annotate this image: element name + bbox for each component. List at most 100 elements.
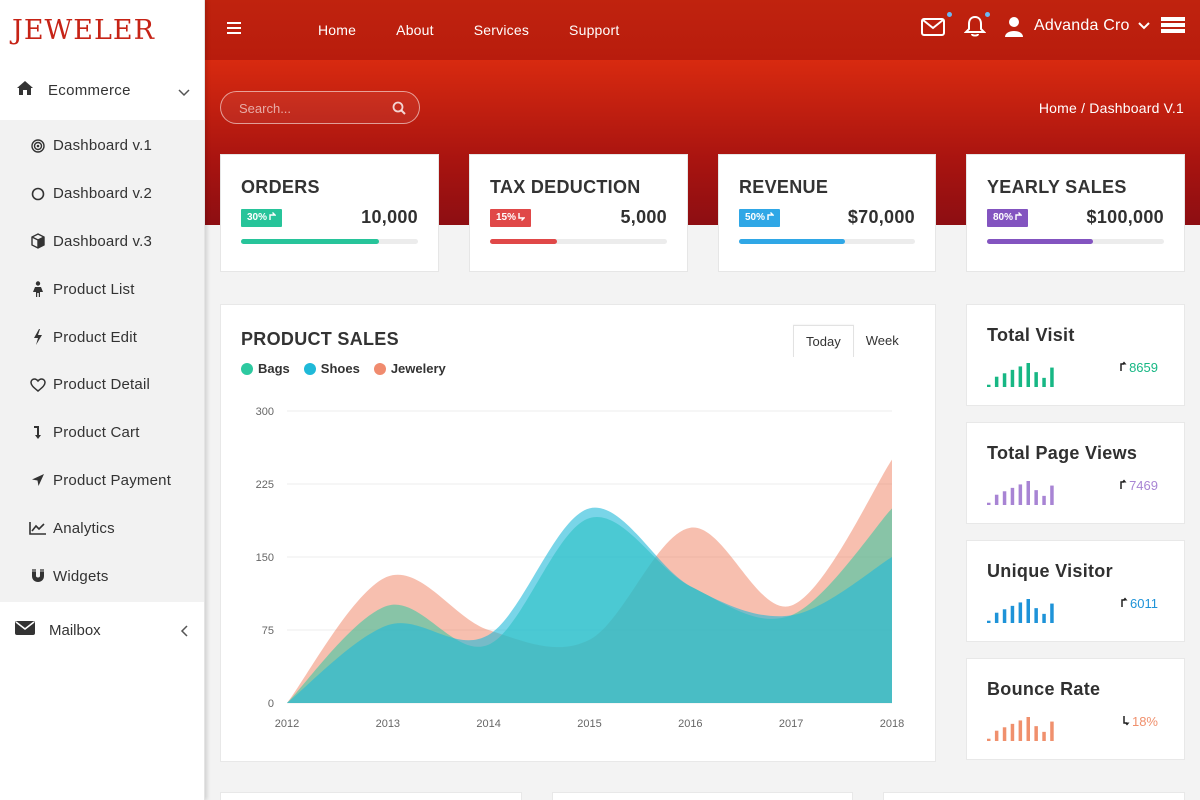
list-menu-icon[interactable] [1161,17,1185,40]
search-input[interactable] [239,99,379,117]
y-tick-label: 300 [256,406,274,418]
hamburger-menu-icon[interactable] [227,22,241,36]
mini-card-title: Total Page Views [987,443,1138,463]
legend-swatch [373,362,386,375]
spark-bar [1026,363,1030,387]
sidebar-item-label: Mailbox [49,622,101,640]
sidebar-submenu: Dashboard v.1 Dashboard v.2 Dashboard v.3 P… [0,120,204,602]
mail-notification-dot [947,12,952,17]
product-sales-chart: 0 75 150 225 300 2012 2013 2014 2015 2016 2017 2018 [256,406,905,730]
stat-value: 10,000 [361,207,418,227]
legend-swatch [303,362,316,375]
mini-card-value: 8659 [1119,360,1158,375]
nav-home[interactable]: Home [318,22,357,38]
breadcrumb: Home / Dashboard V.1 [1038,100,1184,116]
main-nav: Home About Services Support [318,0,659,60]
female-icon [29,281,47,298]
progress-fill [987,239,1094,244]
nav-support[interactable]: Support [569,22,620,38]
sidebar-item-label: Product Payment [53,471,172,489]
mini-card-unique-visitor: Unique Visitor 6011 [966,540,1185,642]
spark-bar [1050,485,1054,505]
mini-card-value: 6011 [1120,596,1158,611]
bell-icon[interactable] [963,12,990,42]
stat-title: ORDERS [241,177,320,197]
progress-bar [241,239,418,244]
spark-bar [1002,609,1007,623]
arrow-up-icon [1120,596,1130,611]
y-tick-label: 0 [268,698,274,710]
sparkline-chart [987,717,1054,741]
spark-bar [994,376,999,387]
sparkline-chart [987,481,1054,505]
spark-bar [994,494,999,505]
stat-badge-value: 15% [496,212,517,223]
sidebar-item-product-cart[interactable]: Product Cart [0,409,204,457]
sidebar-item-mailbox[interactable]: Mailbox [0,602,204,660]
sidebar-item-label: Dashboard v.2 [53,185,153,203]
stat-badge-value: 50% [745,212,766,223]
x-tick-label: 2015 [577,718,601,730]
spark-bar [1026,481,1030,505]
brand-name: JEWELER [12,14,155,46]
stat-value: $70,000 [847,207,915,227]
magnet-icon [29,568,47,584]
sidebar-item-dashboard-v-2[interactable]: Dashboard v.2 [0,170,204,218]
stat-title: TAX DEDUCTION [490,177,641,197]
search-box [220,91,420,124]
spark-bar [994,730,999,741]
x-tick-label: 2014 [476,718,500,730]
tab-today[interactable]: Today [793,325,854,357]
bottom-card [220,792,522,800]
sidebar-item-widgets[interactable]: Widgets [0,552,204,600]
progress-fill [739,239,845,244]
user-menu[interactable]: Advanda Cro [1034,17,1150,35]
sidebar-item-dashboard-v-3[interactable]: Dashboard v.3 [0,218,204,266]
spark-bar [1026,717,1030,741]
sidebar-item-product-payment[interactable]: Product Payment [0,457,204,505]
spark-bar [1010,723,1015,741]
spark-bar [1010,487,1015,505]
spark-bar [1002,373,1007,387]
arrow-up-icon [267,212,277,223]
sidebar-item-analytics[interactable]: Analytics [0,504,204,552]
stat-badge: 80% [987,209,1029,227]
spark-bar [1010,605,1015,623]
spark-bar [1026,599,1030,623]
chart-legend: Bags Shoes Jewelery [241,361,460,376]
sidebar-item-label: Product Edit [53,328,138,346]
sidebar-item-dashboard-v-1[interactable]: Dashboard v.1 [0,122,204,170]
spark-bar [1018,720,1023,741]
sidebar-item-label: Dashboard v.3 [53,232,153,250]
mini-card-number: 6011 [1130,596,1158,611]
sidebar-item-product-detail[interactable]: Product Detail [0,361,204,409]
mail-icon[interactable] [921,12,952,41]
envelope-icon [15,620,35,641]
sidebar-section-ecommerce[interactable]: Ecommerce [0,60,204,120]
spark-bar [1034,372,1038,387]
sidebar-item-product-list[interactable]: Product List [0,265,204,313]
mini-card-number: 18% [1131,714,1158,729]
user-icon[interactable] [1005,16,1023,43]
search-icon[interactable] [392,101,406,120]
mini-card-value: 18% [1122,714,1158,729]
nav-services[interactable]: Services [473,22,530,38]
sidebar-item-product-edit[interactable]: Product Edit [0,313,204,361]
area-series-shoes [287,507,892,703]
stat-badge: 50% [739,209,781,227]
spark-bar [1002,727,1007,741]
home-icon [16,80,34,101]
chevron-down-icon [1138,22,1150,30]
spark-bar [1018,602,1023,623]
brand-logo[interactable]: JEWELER [0,0,204,60]
heart-icon [29,378,47,392]
arrow-up-icon [1119,478,1129,493]
x-tick-label: 2018 [880,718,904,730]
sidebar-item-label: Dashboard v.1 [53,137,153,155]
spark-bar [1042,377,1046,387]
spark-bar [1018,484,1023,505]
tab-week[interactable]: Week [865,333,899,348]
spark-bar [987,620,991,623]
mini-card-value: 7469 [1119,478,1158,493]
nav-about[interactable]: About [396,22,434,38]
